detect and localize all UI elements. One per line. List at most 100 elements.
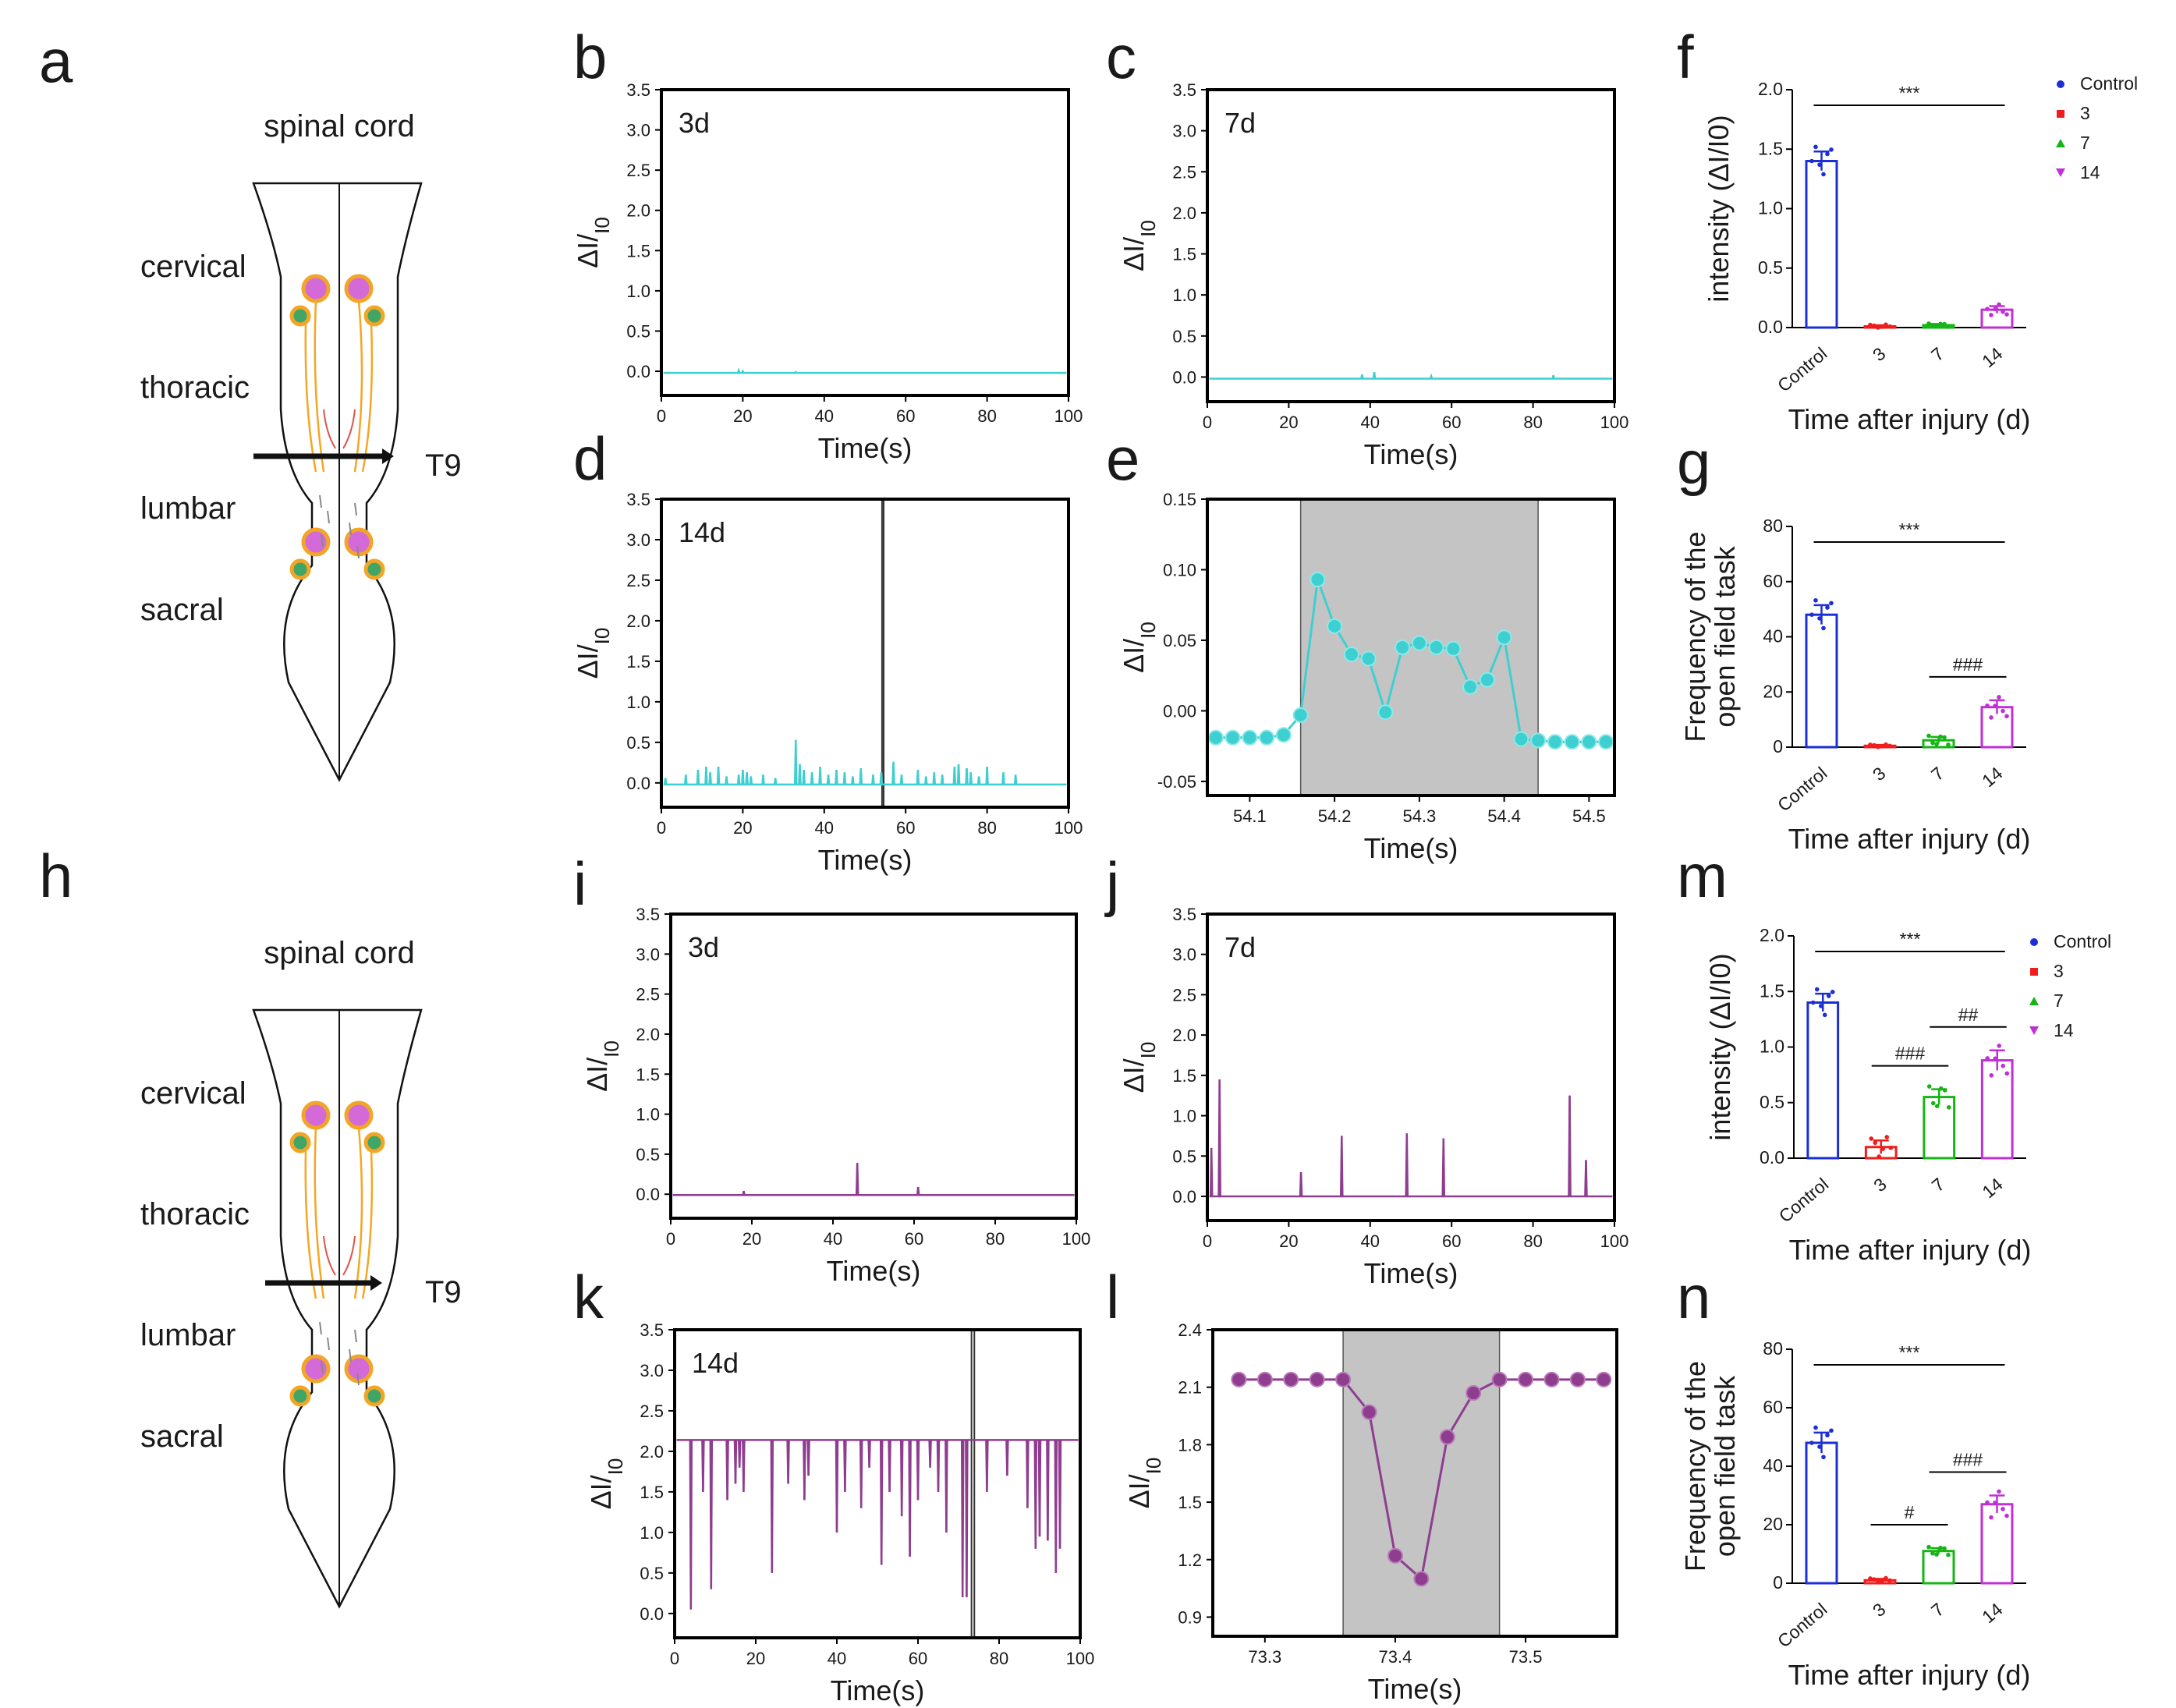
y-tick-label: 0.05 <box>1163 631 1196 650</box>
x-tick-label: 60 <box>1442 1231 1461 1251</box>
y-axis-label: ΔI/I0 <box>585 1458 627 1510</box>
data-point <box>1428 640 1444 655</box>
y-tick-label: 1.5 <box>640 1483 664 1502</box>
x-tick-label: 7 <box>1928 1174 1949 1196</box>
data-point <box>2004 312 2009 317</box>
neuron-cell <box>344 274 374 303</box>
data-point <box>1989 1515 1993 1520</box>
degeneration-mark <box>321 533 324 547</box>
y-axis-label: open field task <box>1709 1375 1741 1557</box>
data-point <box>1938 734 1943 739</box>
data-point <box>1887 324 1892 329</box>
data-point <box>1830 990 1835 994</box>
data-point <box>1938 321 1943 327</box>
legend-marker <box>2057 80 2064 88</box>
region-label-sacral: sacral <box>140 1419 224 1454</box>
x-axis-label: Time(s) <box>818 844 913 876</box>
y-tick-label: 60 <box>1763 571 1783 591</box>
data-point <box>1887 743 1892 749</box>
legend-marker <box>2056 168 2065 177</box>
data-point <box>1413 1571 1430 1587</box>
data-point <box>1938 1545 1943 1550</box>
legend-label: 3 <box>2054 961 2064 981</box>
region-label-lumbar: lumbar <box>140 491 236 526</box>
y-tick-label: 3.5 <box>626 490 650 509</box>
data-point <box>1825 1433 1830 1438</box>
data-point <box>1813 597 1818 603</box>
data-point <box>1242 729 1258 746</box>
data-point <box>1335 1371 1352 1387</box>
data-point <box>1813 1425 1818 1430</box>
panel-label-a: a <box>39 27 73 95</box>
panel-label-c: c <box>1106 23 1136 91</box>
neuron-cell <box>289 1385 311 1407</box>
data-point <box>1946 742 1951 747</box>
data-point <box>1231 1371 1247 1387</box>
data-point <box>1884 1135 1890 1139</box>
data-point <box>1880 1578 1884 1583</box>
highlight-region <box>1342 1329 1501 1637</box>
x-tick-label: 73.3 <box>1248 1647 1281 1667</box>
x-tick-label: 80 <box>986 1229 1005 1249</box>
x-tick-label: 20 <box>1279 1231 1298 1251</box>
data-point <box>1411 635 1427 651</box>
axon-tract <box>353 1126 363 1299</box>
axon-tract <box>342 1235 356 1276</box>
x-axis-label: Time(s) <box>1364 438 1458 470</box>
legend-marker <box>2030 938 2038 946</box>
bar-Control <box>1806 1001 1840 1160</box>
y-tick-label: 1.5 <box>626 241 650 260</box>
data-point <box>1872 1577 1877 1582</box>
x-tick-label: 0 <box>666 1229 675 1249</box>
y-tick-label: 0.0 <box>1758 317 1783 337</box>
x-tick-label: 100 <box>1600 1231 1629 1251</box>
chart-i: 0 20 40 60 80 100 0.0 0.5 1.0 1.5 2.0 2.5 3.0 3.5 Time… <box>581 905 1090 1287</box>
y-axis-label: intensity (ΔI/I0) <box>1704 953 1736 1140</box>
data-point <box>1327 618 1343 634</box>
diagram-title: spinal cord <box>264 936 414 970</box>
data-point <box>1275 727 1292 743</box>
data-point <box>1543 1371 1560 1387</box>
y-axis-label: open field task <box>1709 545 1741 727</box>
lesion-arrowhead <box>370 1275 382 1291</box>
x-tick-label: 3 <box>1869 1174 1891 1196</box>
y-tick-label: 2.5 <box>626 161 650 180</box>
data-point <box>1598 734 1614 750</box>
data-point <box>1462 679 1479 695</box>
x-tick-label: 7 <box>1927 763 1948 785</box>
plot-frame <box>669 912 1078 1220</box>
data-point <box>1496 629 1512 646</box>
data-point <box>1564 734 1580 750</box>
y-tick-label: 80 <box>1763 516 1783 536</box>
legend-marker <box>2030 968 2038 976</box>
y-tick-label: 2.0 <box>636 1025 660 1044</box>
x-tick-label: 60 <box>896 818 915 838</box>
panel-label-l: l <box>1106 1263 1119 1331</box>
y-tick-label: 2.5 <box>1172 985 1196 1005</box>
data-point <box>1309 1371 1325 1387</box>
data-point <box>1817 162 1822 167</box>
bar-Control <box>1805 613 1838 749</box>
x-tick-label: 73.4 <box>1379 1647 1412 1667</box>
data-point <box>2004 1071 2010 1076</box>
neuron-cell <box>363 1132 385 1153</box>
y-tick-label: 1.0 <box>636 1105 660 1125</box>
neuron-cell <box>289 1132 311 1153</box>
data-point <box>2001 1063 2006 1068</box>
data-point <box>1829 601 1834 606</box>
data-point <box>1934 1552 1939 1557</box>
y-tick-label: 2.5 <box>636 985 660 1005</box>
y-tick-label: 3.5 <box>640 1320 664 1340</box>
x-axis-label: Time(s) <box>831 1674 925 1706</box>
data-point <box>1877 1154 1882 1159</box>
y-axis-label: ΔI/I0 <box>1118 1042 1160 1093</box>
data-point <box>1256 1371 1273 1387</box>
y-tick-label: 0 <box>1773 736 1783 757</box>
chart-b: 0 20 40 60 80 100 0.0 0.5 1.0 1.5 2.0 2.5 3.0 3.5 Time… <box>572 80 1083 464</box>
data-point <box>1887 1578 1892 1583</box>
y-tick-label: 2.0 <box>1760 925 1784 945</box>
y-axis-label: ΔI/I0 <box>1118 220 1160 271</box>
data-point <box>1942 1546 1947 1551</box>
data-point <box>1491 1371 1508 1387</box>
